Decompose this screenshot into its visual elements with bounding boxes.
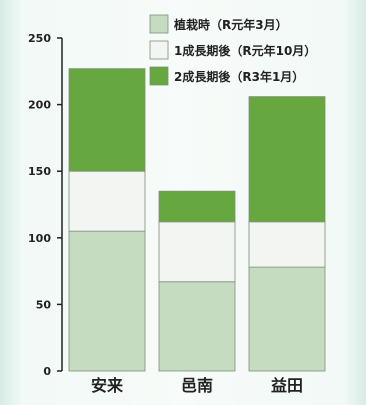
y-axis-group: 0 50 100 150 200 250 xyxy=(28,32,63,378)
y-tick-label: 250 xyxy=(28,32,51,45)
x-tick-label: 安来 xyxy=(91,376,124,395)
bar-segment-益田-1 xyxy=(248,221,326,268)
bar-segment-邑南-2 xyxy=(158,190,236,223)
legend-label: 植栽時（R元年3月） xyxy=(173,17,288,32)
legend-swatch xyxy=(149,14,169,34)
legend-label: 1成長期後（R元年10月） xyxy=(174,43,316,58)
bar-segment-益田-0 xyxy=(248,266,326,372)
bar-segment-安来-0 xyxy=(68,230,146,372)
x-tick-label: 邑南 xyxy=(181,376,213,395)
y-tick-label: 100 xyxy=(28,232,51,245)
legend: 植栽時（R元年3月） 1成長期後（R元年10月） 2成長期後（R3年1月） xyxy=(149,14,316,86)
y-tick-label: 50 xyxy=(36,298,52,311)
legend-swatch xyxy=(149,66,169,86)
y-tick-label: 200 xyxy=(28,99,51,112)
bars-group xyxy=(68,68,326,372)
bar-segment-邑南-0 xyxy=(158,281,236,372)
bar-segment-安来-2 xyxy=(68,68,146,172)
legend-label: 2成長期後（R3年1月） xyxy=(174,69,304,84)
bar-segment-益田-2 xyxy=(248,96,326,223)
y-tick-label: 0 xyxy=(43,365,51,378)
bar-segment-邑南-1 xyxy=(158,221,236,283)
y-tick-label: 150 xyxy=(28,165,51,178)
x-axis-labels: 安来 邑南 益田 xyxy=(91,376,303,395)
x-tick-label: 益田 xyxy=(271,376,303,395)
bar-segment-安来-1 xyxy=(68,170,146,232)
legend-swatch xyxy=(149,40,169,60)
